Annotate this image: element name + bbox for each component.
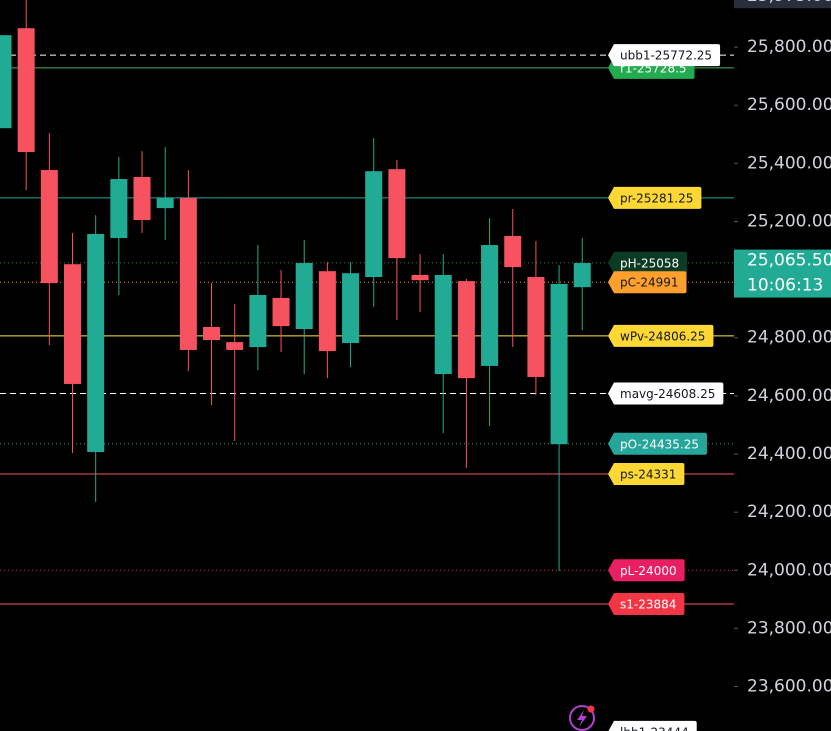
level-tag-label: mavg-24608.25	[620, 387, 715, 401]
candle-body	[550, 283, 568, 445]
y-tick-label: 23,800.00	[747, 618, 831, 638]
y-tick-label: 24,000.00	[747, 560, 831, 580]
level-tag-label: pC-24991	[620, 276, 679, 290]
level-tag-label: lbb1-23444	[620, 725, 689, 731]
level-tag: lbb1-23444	[608, 720, 697, 731]
candle-body	[64, 264, 82, 384]
candle-body	[17, 28, 35, 153]
y-tick-label: 24,600.00	[747, 386, 831, 406]
y-tick-label: 24,200.00	[747, 502, 831, 522]
level-tag-label: ubb1-25772.25	[620, 49, 712, 63]
candle-body	[504, 236, 522, 268]
axis-background	[734, 0, 831, 731]
countdown-label: 10:06:13	[747, 276, 823, 296]
y-tick-label: 25,200.00	[747, 211, 831, 231]
level-tag-label: pH-25058	[620, 256, 679, 270]
level-tag: mavg-24608.25	[608, 382, 724, 405]
price-axis: 25,800.00 25,600.00 25,400.00 25,200.00 24,8…	[734, 0, 831, 731]
candle-body	[318, 271, 336, 352]
level-tag-label: ps-24331	[620, 468, 676, 482]
level-tag: pH-25058	[608, 251, 688, 274]
candle-body	[272, 297, 290, 327]
candle-body	[249, 295, 267, 348]
level-tag-box	[608, 720, 697, 731]
y-tick-label: 23,600.00	[747, 677, 831, 697]
candle-body	[40, 170, 58, 284]
candle-body	[388, 169, 406, 259]
candle-body	[411, 274, 429, 281]
level-labels: r1-25728.5ubb1-25772.25pr-25281.25pH-250…	[608, 44, 724, 731]
candle-body	[110, 179, 128, 239]
top-marker-box	[734, 0, 831, 9]
level-tag-box	[608, 432, 707, 455]
level-tag: s1-23884	[608, 592, 685, 615]
y-tick-label: 24,800.00	[747, 328, 831, 348]
level-tag: pC-24991	[608, 271, 687, 294]
y-tick-label: 24,400.00	[747, 444, 831, 464]
candles	[0, 0, 591, 572]
level-tag-label: s1-23884	[620, 597, 676, 611]
level-tag: pr-25281.25	[608, 186, 702, 209]
candle-body	[179, 197, 197, 350]
level-tag-box	[608, 463, 685, 486]
level-tag: pL-24000	[608, 559, 685, 582]
level-tag-label: pL-24000	[620, 564, 677, 578]
price-box	[734, 249, 831, 298]
y-tick-label: 25,800.00	[747, 37, 831, 57]
lightning-icon[interactable]	[569, 705, 595, 731]
candle-body	[434, 274, 452, 375]
candle-body	[527, 276, 545, 377]
candle-body	[226, 342, 244, 350]
candle-body	[481, 245, 499, 366]
level-tag-box	[608, 559, 685, 582]
candle-body	[365, 171, 383, 277]
level-tag-label: pO-24435.25	[620, 437, 699, 451]
top-marker-label: 25,975.00	[747, 0, 831, 6]
candle-body	[203, 326, 221, 341]
candle-body	[0, 35, 12, 129]
candle-body	[295, 263, 313, 330]
candle-body	[156, 197, 174, 209]
level-tag-box	[608, 592, 685, 615]
level-tag: ubb1-25772.25	[608, 44, 721, 67]
level-tag-box	[608, 382, 724, 405]
candle-body	[342, 273, 360, 343]
y-tick-label: 25,600.00	[747, 95, 831, 115]
candle-body	[133, 177, 151, 221]
level-tag-box	[608, 324, 714, 347]
price-label: 25,065.50	[747, 251, 831, 271]
candle-body	[573, 263, 591, 288]
level-tag: wPv-24806.25	[608, 324, 714, 347]
level-tag: pO-24435.25	[608, 432, 707, 455]
y-tick-label: 25,400.00	[747, 153, 831, 173]
level-tag-label: wPv-24806.25	[620, 329, 705, 343]
level-tag-label: pr-25281.25	[620, 191, 693, 205]
candle-body	[457, 281, 475, 379]
level-tag: ps-24331	[608, 463, 685, 486]
level-tag-box	[608, 186, 702, 209]
level-tag-box	[608, 44, 721, 67]
level-tag-box	[608, 251, 688, 274]
candle-body	[87, 233, 105, 452]
level-tag-box	[608, 271, 687, 294]
